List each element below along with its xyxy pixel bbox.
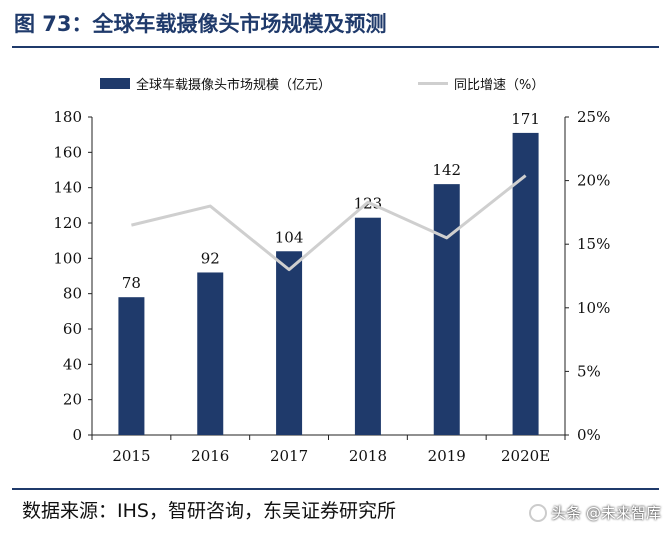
- bar: [512, 132, 539, 435]
- bar-data-label: 142: [432, 161, 461, 179]
- left-axis-tick-label: 0: [72, 426, 82, 444]
- x-axis-tick-label: 2015: [112, 447, 150, 465]
- legend-label-line: 同比增速（%）: [454, 78, 545, 93]
- x-axis-tick-label: 2017: [270, 447, 308, 465]
- legend-item-bar: 全球车载摄像头市场规模（亿元）: [100, 74, 331, 93]
- left-axis-tick-label: 80: [63, 285, 82, 303]
- left-axis-tick-label: 160: [53, 143, 82, 161]
- watermark-text: 头条 @未来智库: [551, 504, 661, 522]
- chart-legend: 全球车载摄像头市场规模（亿元） 同比增速（%）: [0, 74, 671, 96]
- bar: [118, 297, 145, 435]
- left-axis-tick-label: 120: [53, 214, 82, 232]
- bar: [276, 251, 303, 435]
- left-axis-tick-label: 60: [63, 320, 82, 338]
- x-axis-tick-label: 2016: [191, 447, 229, 465]
- bar-data-label: 92: [201, 249, 220, 267]
- left-axis-tick-label: 100: [53, 249, 82, 267]
- right-axis-tick-label: 25%: [577, 108, 610, 126]
- x-axis-tick-label: 2019: [428, 447, 466, 465]
- source-note: 数据来源：IHS，智研咨询，东吴证券研究所: [22, 500, 396, 522]
- left-axis-tick-label: 20: [63, 391, 82, 409]
- footer-divider: [12, 488, 659, 490]
- watermark-logo-icon: [529, 503, 548, 522]
- x-axis-tick-label: 2018: [349, 447, 387, 465]
- bar-data-label: 104: [275, 228, 304, 246]
- right-axis-tick-label: 15%: [577, 235, 610, 253]
- page-title: 图 73：全球车载摄像头市场规模及预测: [14, 12, 387, 36]
- growth-rate-line: [131, 174, 527, 272]
- title-divider: [12, 46, 659, 48]
- left-axis-tick-label: 180: [53, 108, 82, 126]
- right-axis-tick-label: 0%: [577, 426, 601, 444]
- right-axis-tick-label: 5%: [577, 362, 601, 380]
- legend-swatch-bar: [100, 78, 130, 89]
- right-axis-tick-label: 10%: [577, 299, 610, 317]
- legend-label-bar: 全球车载摄像头市场规模（亿元）: [136, 78, 332, 93]
- left-axis-tick-label: 40: [63, 355, 82, 373]
- bar-data-label: 171: [511, 110, 540, 128]
- legend-item-line: 同比增速（%）: [418, 74, 544, 93]
- market-size-chart: 0 20 40 60 80 100 120 140 160 180 0% 5% 10% 15% 20% 25%…: [53, 108, 610, 465]
- bar-data-label: 78: [122, 274, 141, 292]
- bar: [433, 184, 460, 435]
- bar: [197, 272, 224, 435]
- watermark: 头条 @未来智库: [529, 502, 661, 523]
- legend-swatch-line: [418, 82, 448, 85]
- left-axis-tick-label: 140: [53, 179, 82, 197]
- x-axis-tick-label: 2020E: [501, 447, 550, 465]
- bar: [354, 217, 381, 435]
- right-axis-tick-label: 20%: [577, 172, 610, 190]
